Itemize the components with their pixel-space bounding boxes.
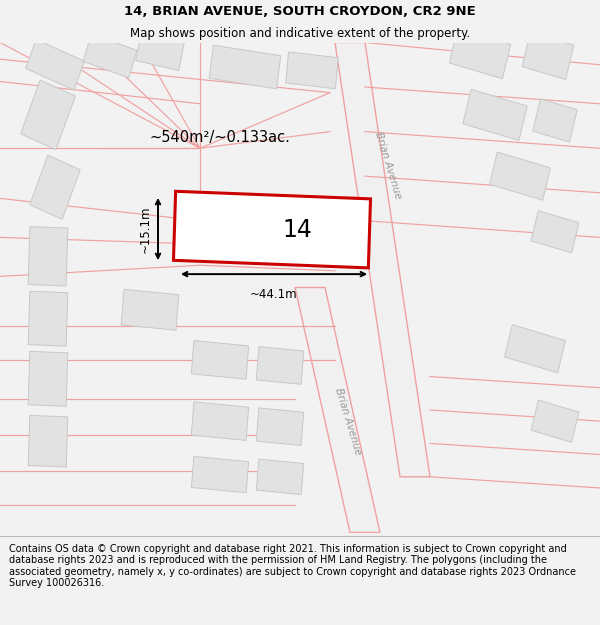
Text: Brian Avenue: Brian Avenue [333,386,363,456]
Polygon shape [335,42,430,477]
Bar [522,32,574,79]
Polygon shape [295,288,380,532]
Bar [26,39,85,90]
Bar [256,459,304,494]
Bar [256,347,304,384]
Text: 14, BRIAN AVENUE, SOUTH CROYDON, CR2 9NE: 14, BRIAN AVENUE, SOUTH CROYDON, CR2 9NE [124,6,476,18]
Bar [28,416,68,467]
Bar [28,227,68,286]
Text: Brian Avenue: Brian Avenue [373,130,403,200]
Bar [28,351,68,406]
Bar [191,456,248,493]
Text: ~540m²/~0.133ac.: ~540m²/~0.133ac. [149,129,290,144]
Bar [505,325,565,372]
Text: 14: 14 [282,217,312,242]
Bar [490,152,550,200]
Bar [191,341,249,379]
Text: ~44.1m: ~44.1m [250,288,298,301]
Bar [173,191,371,268]
Bar [533,99,577,142]
Text: ~15.1m: ~15.1m [139,205,152,252]
Bar [28,291,68,346]
Bar [531,400,579,442]
Bar [136,32,184,71]
Bar [449,29,511,79]
Bar [531,211,579,253]
Bar [209,45,281,89]
Text: Contains OS data © Crown copyright and database right 2021. This information is : Contains OS data © Crown copyright and d… [9,544,576,588]
Text: Map shows position and indicative extent of the property.: Map shows position and indicative extent… [130,27,470,39]
Bar [83,34,137,78]
Bar [30,155,80,219]
Bar [121,289,179,330]
Bar [207,207,273,256]
Bar [256,408,304,446]
Bar [191,402,249,441]
Bar [463,89,527,141]
Bar [286,52,338,89]
Bar [20,80,76,149]
